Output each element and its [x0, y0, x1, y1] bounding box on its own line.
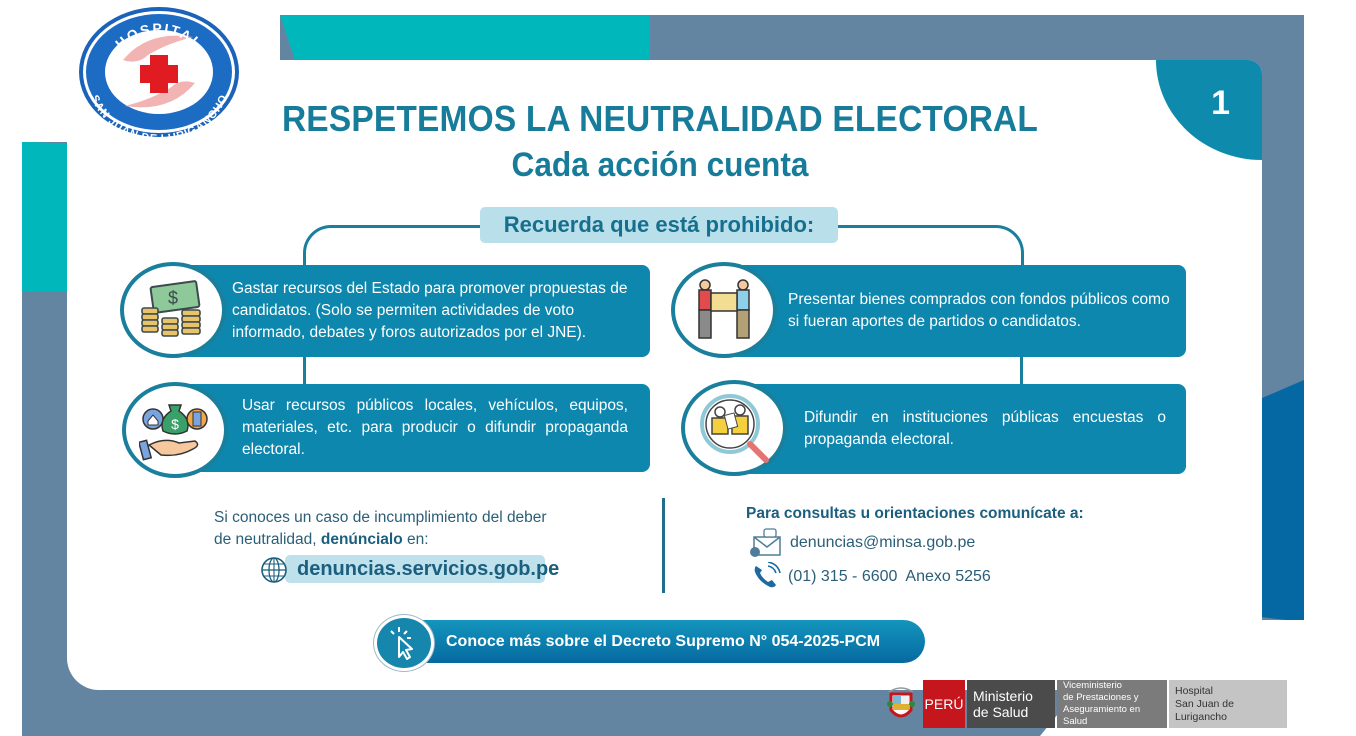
connector-line-right	[836, 225, 1024, 270]
report-line-2-bold: denúncialo	[320, 531, 403, 548]
contact-email[interactable]: denuncias@minsa.gob.pe	[790, 534, 976, 551]
globe-icon	[260, 556, 288, 584]
prohibition-item: Usar recursos públicos locales, vehículo…	[160, 384, 650, 472]
contact-phone-row: (01) 315 - 6600 Anexo 5256	[752, 561, 991, 592]
vice-line-1: Viceministerio	[1063, 680, 1122, 691]
svg-text:$: $	[171, 416, 179, 432]
background-blue-band-right	[1262, 380, 1304, 622]
contact-title: Para consultas u orientaciones comunícat…	[746, 505, 1084, 522]
decree-info-button[interactable]: Conoce más sobre el Decreto Supremo N° 0…	[400, 620, 925, 663]
prohibition-text: Difundir en instituciones públicas encue…	[804, 409, 1166, 448]
peru-logo: PERÚ	[923, 680, 965, 728]
connector-line-vertical-left	[303, 355, 306, 385]
background-teal-band-top	[280, 15, 650, 60]
prohibition-item: Gastar recursos del Estado para promover…	[160, 265, 650, 357]
contact-email-row: denuncias@minsa.gob.pe	[748, 528, 975, 558]
report-line-1: Si conoces un caso de incumplimiento del…	[214, 509, 547, 526]
ministry-line-1: Ministerio	[973, 688, 1033, 704]
prohibition-item: Difundir en instituciones públicas encue…	[714, 384, 1186, 474]
svg-text:$: $	[168, 288, 178, 308]
decree-info-label: Conoce más sobre el Decreto Supremo N° 0…	[446, 632, 881, 650]
prohibition-text: Presentar bienes comprados con fondos pú…	[788, 291, 1170, 330]
connector-line-vertical-right	[1020, 355, 1023, 385]
ministry-logo: Ministerio de Salud	[967, 680, 1055, 728]
connector-line-left	[303, 225, 483, 270]
report-instructions: Si conoces un caso de incumplimiento del…	[214, 507, 547, 551]
prohibition-text: Gastar recursos del Estado para promover…	[232, 280, 628, 341]
report-url-link[interactable]: denuncias.servicios.gob.pe	[285, 555, 559, 583]
contact-phone[interactable]: (01) 315 - 6600 Anexo 5256	[788, 568, 991, 585]
report-line-2-prefix: de neutralidad,	[214, 531, 321, 548]
hospital-footer-logo: Hospital San Juan de Lurigancho	[1169, 680, 1287, 728]
public-resources-hand-icon: $	[122, 382, 228, 478]
phone-icon	[752, 561, 782, 592]
section-label: Recuerda que está prohibido:	[480, 207, 838, 243]
hospital-line-1: Hospital	[1175, 684, 1213, 697]
survey-magnifier-icon	[681, 380, 787, 476]
handover-package-icon	[671, 262, 777, 358]
click-pointer-icon[interactable]	[374, 615, 434, 671]
page-subtitle: Cada acción cuenta	[511, 146, 809, 184]
vice-line-3: Aseguramiento en Salud	[1063, 704, 1141, 727]
peru-coat-of-arms-icon	[884, 680, 918, 726]
vertical-divider	[662, 498, 665, 593]
mail-icon	[748, 528, 784, 558]
report-line-2-suffix: en:	[402, 531, 429, 548]
vice-line-2: de Prestaciones y	[1063, 692, 1139, 703]
ministry-line-2: de Salud	[973, 704, 1029, 720]
prohibition-item: Presentar bienes comprados con fondos pú…	[714, 265, 1186, 357]
viceministry-logo: Viceministerio de Prestaciones y Asegurami…	[1057, 680, 1167, 728]
footer-institution-logos: PERÚ Ministerio de Salud Viceministerio de…	[884, 680, 1287, 728]
report-line-2: de neutralidad, denúncialo en:	[214, 529, 547, 551]
hospital-logo: HOSPITAL SAN JUAN DE LURIGANCHO	[78, 5, 240, 145]
prohibition-text: Usar recursos públicos locales, vehículo…	[242, 397, 628, 458]
hospital-line-2: San Juan de Lurigancho	[1175, 697, 1234, 723]
page-title: RESPETEMOS LA NEUTRALIDAD ELECTORAL	[281, 98, 1039, 139]
money-coins-icon: $	[120, 262, 226, 358]
